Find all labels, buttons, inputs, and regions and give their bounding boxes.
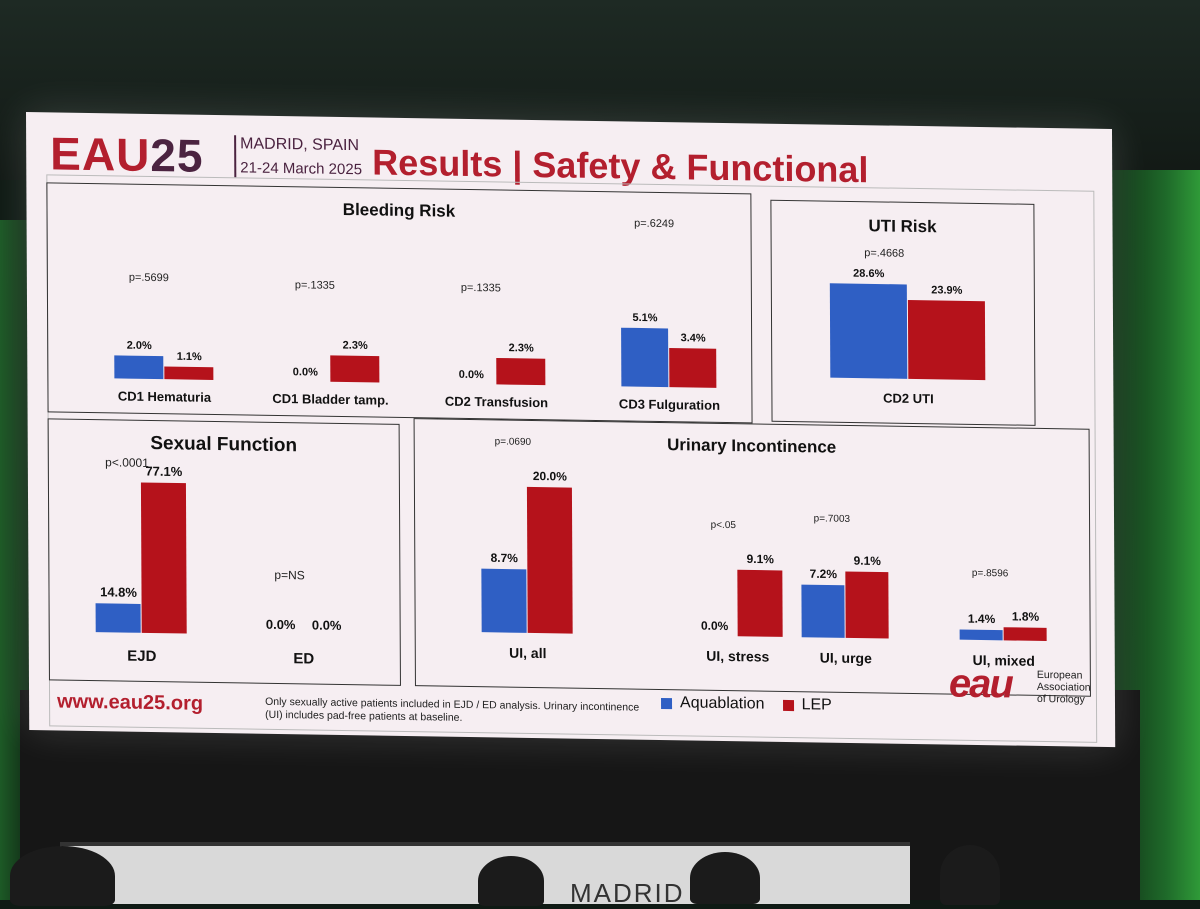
projected-slide: EAU25 MADRID, SPAIN 21-24 March 2025 Res… <box>26 112 1116 748</box>
footer-url: www.eau25.org <box>57 690 204 715</box>
category-label: CD2 Transfusion <box>445 394 548 411</box>
data-label: 7.2% <box>810 567 838 581</box>
audience-head <box>940 845 1000 905</box>
bar-lep <box>737 569 783 637</box>
bar-lep <box>907 299 986 381</box>
p-value-label: p=.0690 <box>495 436 532 448</box>
bar-lep <box>1003 627 1047 642</box>
data-label: 77.1% <box>145 464 182 480</box>
p-value-label: p<.05 <box>711 520 737 531</box>
legend-swatch-lep <box>782 699 794 711</box>
data-label: 0.0% <box>459 369 484 381</box>
data-label: 2.3% <box>343 340 368 352</box>
p-value-label: p=.1335 <box>461 282 501 295</box>
data-label: 20.0% <box>533 469 567 484</box>
bar-lep <box>526 486 573 634</box>
category-label: UI, mixed <box>973 652 1035 669</box>
p-value-label: p=.1335 <box>295 279 335 292</box>
data-label: 9.1% <box>854 554 882 568</box>
legend-label-lep: LEP <box>801 696 832 714</box>
category-label: UI, all <box>509 645 546 662</box>
bar-aquablation <box>801 584 845 638</box>
data-label: 3.4% <box>681 332 706 344</box>
legend-swatch-aquablation <box>661 697 673 709</box>
data-label: 9.1% <box>747 552 775 566</box>
data-label: 1.8% <box>1012 609 1040 623</box>
legend: Aquablation LEP <box>661 694 832 715</box>
p-value-label: p=NS <box>274 568 304 582</box>
data-label: 28.6% <box>853 268 884 280</box>
data-label: 5.1% <box>632 312 657 324</box>
uti-risk-chart: 28.6% 23.9% CD2 UTI p=.4668 <box>829 247 986 406</box>
bar-aquablation <box>959 629 1003 641</box>
data-label: 0.0% <box>701 619 729 633</box>
data-label: 2.3% <box>509 342 534 354</box>
category-label: CD2 UTI <box>883 390 934 406</box>
bar-aquablation <box>114 355 164 380</box>
p-value-label: p<.0001 <box>105 455 149 470</box>
p-value-label: p=.4668 <box>864 247 904 260</box>
data-label: 2.0% <box>127 340 152 352</box>
p-value-label: p=.6249 <box>634 218 674 231</box>
header-divider <box>234 135 237 178</box>
p-value-label: p=.8596 <box>972 568 1009 580</box>
eau-logo-mark: eau <box>948 661 1012 707</box>
data-label: 23.9% <box>931 284 962 296</box>
bar-lep <box>496 357 546 386</box>
data-label: 1.4% <box>968 612 996 626</box>
event-dates: 21-24 March 2025 <box>240 159 363 179</box>
bar-lep <box>330 355 380 383</box>
data-label: 14.8% <box>100 584 137 600</box>
category-label: CD3 Fulguration <box>619 396 720 413</box>
audience-head <box>478 856 544 906</box>
category-label: CD1 Hematuria <box>118 388 212 404</box>
p-value-label: p=.5699 <box>129 272 169 285</box>
eau-logo: eau European Association of Urology <box>949 662 1119 727</box>
bar-lep <box>140 482 187 634</box>
bar-lep <box>845 571 889 639</box>
legend-label-aquablation: Aquablation <box>679 694 765 713</box>
data-label: 0.0% <box>266 617 296 632</box>
bar-lep <box>164 366 214 380</box>
urinary-incontinence-chart: 8.7% 20.0% UI, all p=.0690 0.0% 9.1% UI, stres… <box>481 436 1047 669</box>
category-label: ED <box>293 650 314 667</box>
category-label: UI, stress <box>706 648 769 665</box>
bar-lep <box>669 348 717 388</box>
category-label: UI, urge <box>820 649 872 666</box>
lower-screen-text: MADRID <box>570 878 685 908</box>
p-value-label: p=.7003 <box>814 513 851 525</box>
bleeding-risk-panel: Bleeding Risk 2.0% 1.1% CD1 Hematuria p=.56… <box>46 182 753 424</box>
audience-head <box>690 852 760 904</box>
sexual-function-panel: Sexual Function 14.8% 77.1% EJD p<.0001 0.0%… <box>47 418 401 686</box>
data-label: 1.1% <box>177 351 202 363</box>
bar-aquablation <box>481 568 527 633</box>
data-label: 8.7% <box>491 551 519 565</box>
category-label: CD1 Bladder tamp. <box>272 391 388 408</box>
bleeding-risk-chart: 2.0% 1.1% CD1 Hematuria p=.5699 0.0% 2.3% CD1 … <box>114 218 720 413</box>
sexual-function-chart: 14.8% 77.1% EJD p<.0001 0.0% 0.0% ED p=NS <box>95 455 342 668</box>
data-label: 0.0% <box>312 617 342 632</box>
bar-aquablation <box>829 283 908 379</box>
urinary-incontinence-panel: Urinary Incontinence 8.7% 20.0% UI, all p=.… <box>413 418 1091 697</box>
category-label: EJD <box>127 648 156 665</box>
event-location: MADRID, SPAIN <box>240 135 360 155</box>
uti-risk-panel: UTI Risk 28.6% 23.9% CD2 UTI p=.4668 <box>770 199 1036 426</box>
audience-head <box>10 846 115 906</box>
eau-organization-name: European Association of Urology <box>1036 668 1091 706</box>
data-label: 0.0% <box>293 366 318 378</box>
bar-aquablation <box>95 603 141 633</box>
bar-aquablation <box>621 327 669 388</box>
